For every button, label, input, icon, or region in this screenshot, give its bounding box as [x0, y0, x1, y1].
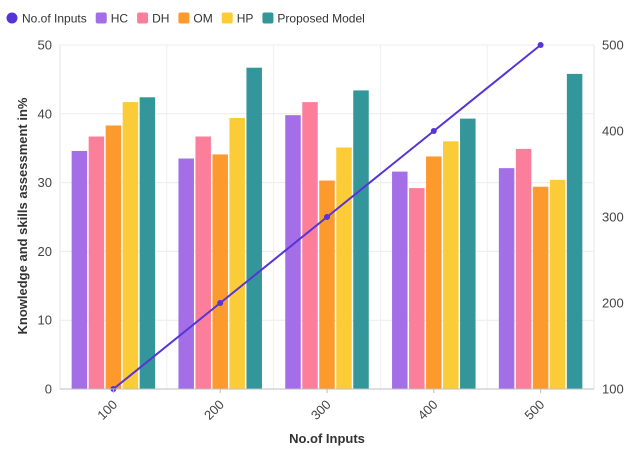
bar: [319, 180, 335, 389]
bar: [122, 102, 139, 389]
legend-item: OM: [178, 12, 213, 26]
bar: [336, 147, 352, 389]
bar: [139, 97, 156, 390]
x-tick-label: 500: [521, 397, 547, 423]
bar: [426, 156, 442, 389]
line-point: [217, 300, 224, 306]
bar: [71, 150, 88, 389]
y-tick-label: 30: [38, 175, 52, 190]
line-point: [324, 214, 330, 220]
bar: [302, 102, 318, 389]
legend-swatch: [178, 12, 190, 24]
bar: [285, 115, 301, 390]
legend-swatch: [221, 12, 233, 24]
bar: [532, 186, 549, 389]
y-tick-label: 50: [38, 38, 52, 53]
bar: [409, 188, 425, 389]
bar: [246, 67, 262, 389]
y-axis-title: Knowledge and skills assessment in%: [15, 97, 30, 334]
legend-swatch: [95, 12, 107, 24]
line-point: [430, 128, 437, 134]
bar: [212, 154, 228, 389]
y2-tick-label: 300: [602, 210, 624, 225]
legend-label: OM: [193, 12, 212, 26]
legend: No.of Inputs HC DH OM HP Proposed Model: [6, 12, 365, 26]
legend-label: HP: [237, 12, 254, 26]
y-tick-label: 0: [45, 382, 52, 397]
legend-swatch: [137, 12, 149, 24]
bar: [229, 117, 245, 389]
legend-label: HC: [111, 12, 129, 26]
legend-item: HC: [95, 12, 129, 26]
bar: [353, 90, 369, 390]
legend-label: DH: [152, 12, 169, 26]
bar: [549, 179, 566, 389]
bar: [105, 125, 122, 389]
bar: [515, 148, 532, 389]
x-axis-title: No.of Inputs: [289, 431, 365, 446]
bars: [71, 67, 583, 390]
y-tick-label: 10: [38, 313, 52, 328]
legend-item: HP: [221, 12, 254, 26]
y2-tick-label: 400: [602, 124, 624, 139]
y2-tick-label: 500: [602, 38, 624, 53]
axes: 0 10 20 30 40 50 100 200 300 400 500 100 200 300 400 50…: [38, 38, 624, 423]
bar: [460, 118, 476, 389]
legend-item: No.of Inputs: [6, 12, 87, 26]
x-tick-label: 300: [308, 397, 334, 423]
x-tick-label: 100: [94, 397, 120, 423]
bar: [392, 171, 408, 389]
bar: [566, 73, 583, 390]
legend-item: Proposed Model: [262, 12, 365, 26]
y-tick-label: 20: [38, 244, 52, 259]
line-series: [110, 42, 544, 392]
x-tick-label: 400: [415, 397, 441, 423]
x-tick-label: 200: [201, 397, 227, 423]
y2-tick-label: 100: [602, 382, 624, 397]
bar: [195, 136, 211, 389]
legend-label: No.of Inputs: [22, 12, 87, 26]
bar: [498, 168, 515, 389]
legend-label: Proposed Model: [277, 12, 364, 26]
legend-item: DH: [137, 12, 169, 26]
y-tick-label: 40: [38, 106, 52, 121]
line-point: [537, 42, 544, 48]
bar: [443, 141, 459, 389]
bar: [88, 136, 105, 389]
legend-swatch: [262, 12, 274, 24]
legend-swatch: [6, 12, 18, 24]
y2-tick-label: 200: [602, 296, 624, 311]
bar: [178, 158, 194, 389]
